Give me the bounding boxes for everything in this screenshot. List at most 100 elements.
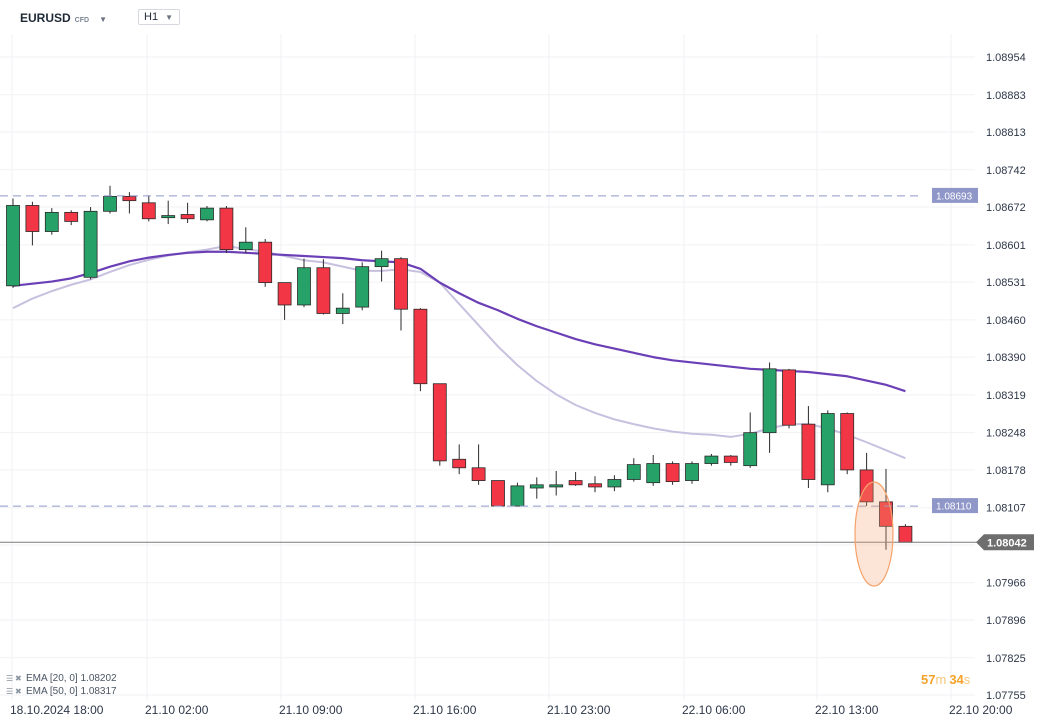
- candle-body: [607, 479, 622, 488]
- candle: [200, 205, 214, 222]
- candle: [83, 207, 98, 280]
- candle: [626, 458, 641, 482]
- symbol-selector[interactable]: EURUSD CFD ▼: [20, 11, 107, 25]
- highlight-ellipse: [854, 481, 894, 587]
- time-axis[interactable]: 18.10.2024 18:00 21.10 02:00 21.10 09:00 21…: [10, 703, 1013, 717]
- time-tick-label: 21.10 16:00: [413, 703, 477, 717]
- countdown-minutes: 57: [921, 672, 936, 687]
- candles-layer: [6, 185, 913, 550]
- candle: [762, 362, 777, 453]
- candle: [413, 308, 428, 392]
- close-icon[interactable]: ✖: [15, 687, 22, 696]
- candle: [238, 227, 253, 253]
- ema50-line: [12, 250, 906, 393]
- candle-body: [820, 413, 835, 486]
- candle: [394, 257, 408, 331]
- price-tick-label: 1.08883: [986, 90, 1026, 102]
- horizontal-level-label: 1.08110: [936, 502, 972, 513]
- candle: [704, 453, 719, 466]
- candle: [103, 185, 117, 214]
- candle: [510, 482, 525, 507]
- candle: [607, 475, 622, 492]
- candle-body: [743, 432, 758, 467]
- horizontal-level-badge: [932, 498, 978, 514]
- candle: [743, 412, 758, 468]
- candle-body: [588, 483, 602, 488]
- countdown-minutes-unit: m: [935, 672, 947, 687]
- candle-body: [646, 463, 661, 484]
- menu-icon[interactable]: ☰: [6, 674, 14, 683]
- candle-body: [238, 241, 253, 251]
- horizontal-level-badge: [932, 187, 978, 203]
- candle-body: [452, 458, 467, 469]
- candle-body: [704, 455, 719, 464]
- price-tick-label: 1.07966: [986, 578, 1026, 590]
- candle-body: [258, 241, 273, 284]
- candle-body: [413, 308, 428, 385]
- candle: [432, 383, 447, 466]
- candle-body: [103, 196, 117, 212]
- chevron-down-icon: ▼: [165, 12, 173, 22]
- candle: [161, 200, 176, 225]
- candle-body: [568, 480, 583, 486]
- price-tick-label: 1.08742: [986, 165, 1026, 177]
- candle: [820, 410, 835, 493]
- candle-body: [44, 211, 59, 232]
- candle: [529, 477, 544, 499]
- candle: [180, 202, 195, 224]
- price-tick-label: 1.08319: [986, 390, 1026, 402]
- current-price-label: 1.08042: [987, 537, 1027, 549]
- price-tick-label: 1.08531: [986, 277, 1026, 289]
- price-tick-label: 1.08107: [986, 503, 1026, 515]
- candle: [665, 461, 680, 485]
- candle-body: [471, 467, 486, 481]
- candle-body: [840, 413, 855, 471]
- price-axis[interactable]: 1.08954 1.08883 1.08813 1.08742 1.08672 1.086…: [986, 52, 1026, 702]
- candle-body: [277, 282, 292, 306]
- time-tick-label: 18.10.2024 18:00: [10, 703, 104, 717]
- menu-icon[interactable]: ☰: [6, 687, 14, 696]
- candle-body: [64, 211, 79, 222]
- candle: [6, 198, 20, 288]
- price-tick-label: 1.08460: [986, 315, 1026, 327]
- candle: [25, 201, 40, 246]
- candle-body: [335, 307, 350, 314]
- price-tick-label: 1.08178: [986, 465, 1026, 477]
- candle-body: [626, 464, 641, 480]
- candle: [141, 195, 156, 222]
- price-tick-label: 1.07896: [986, 615, 1026, 627]
- candle: [568, 472, 583, 486]
- symbol-type-badge: CFD: [74, 17, 90, 24]
- timeframe-dropdown[interactable]: H1 ▼: [138, 9, 180, 25]
- candle: [335, 293, 350, 325]
- countdown-seconds: 34: [949, 672, 964, 687]
- candle-body: [6, 205, 20, 287]
- candle: [122, 192, 137, 214]
- candle-body: [122, 196, 137, 202]
- price-tick-label: 1.07755: [986, 690, 1026, 702]
- candle: [471, 444, 486, 485]
- indicator-label: EMA [50, 0] 1.08317: [26, 686, 117, 697]
- close-icon[interactable]: ✖: [15, 674, 22, 683]
- horizontal-level-label: 1.08693: [936, 191, 973, 202]
- candle: [297, 258, 311, 308]
- horizontal-lines-layer: 1.08693 1.08110 1.08042: [0, 187, 1034, 551]
- indicator-row-ema50: ☰ ✖ EMA [50, 0] 1.08317: [6, 685, 117, 698]
- candle-body: [549, 484, 564, 488]
- candle-body: [200, 207, 214, 221]
- candle: [879, 468, 893, 550]
- candle-body: [180, 214, 195, 220]
- candle-body: [83, 210, 98, 278]
- candle: [277, 282, 292, 320]
- highlight-layer: [854, 481, 894, 587]
- candle-body: [685, 463, 699, 481]
- candle: [646, 455, 661, 486]
- candle: [723, 455, 738, 466]
- chart-grid: [0, 34, 975, 700]
- candle-body: [161, 215, 176, 219]
- candle-body: [529, 484, 544, 489]
- price-tick-label: 1.08813: [986, 127, 1026, 139]
- price-tick-label: 1.08248: [986, 428, 1026, 440]
- candle: [44, 208, 59, 235]
